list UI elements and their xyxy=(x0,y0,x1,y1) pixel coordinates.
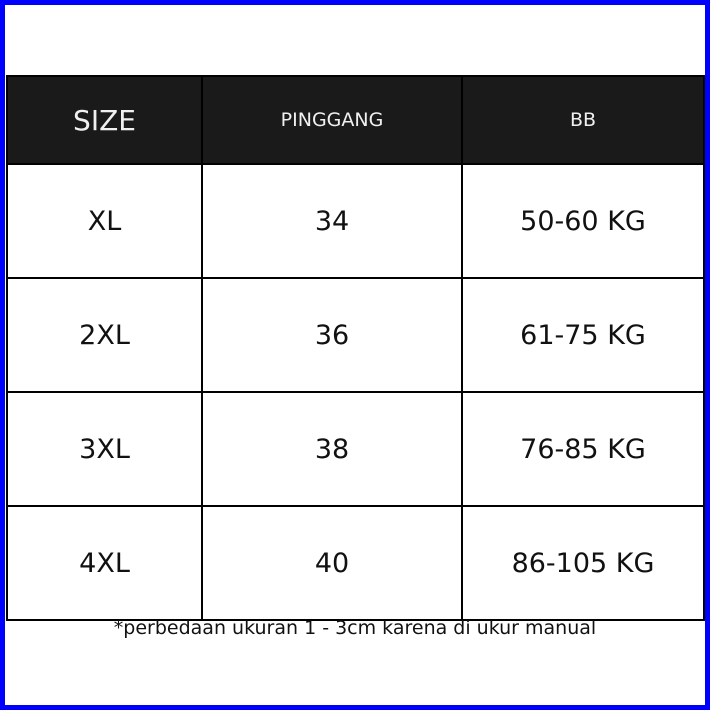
cell-size: 4XL xyxy=(6,505,203,621)
table-row: 2XL 36 61-75 KG xyxy=(6,277,705,393)
cell-pinggang: 38 xyxy=(201,391,463,507)
header-bb: BB xyxy=(461,75,705,165)
cell-bb: 61-75 KG xyxy=(461,277,705,393)
table-row: 3XL 38 76-85 KG xyxy=(6,391,705,507)
cell-bb: 50-60 KG xyxy=(461,163,705,279)
cell-bb: 76-85 KG xyxy=(461,391,705,507)
table-row: XL 34 50-60 KG xyxy=(6,163,705,279)
cell-size: 2XL xyxy=(6,277,203,393)
header-row: SIZE PINGGANG BB xyxy=(6,75,705,165)
header-pinggang: PINGGANG xyxy=(201,75,463,165)
cell-pinggang: 36 xyxy=(201,277,463,393)
footnote: *perbedaan ukuran 1 - 3cm karena di ukur… xyxy=(113,617,597,639)
cell-pinggang: 40 xyxy=(201,505,463,621)
cell-bb: 86-105 KG xyxy=(461,505,705,621)
size-chart-table: SIZE PINGGANG BB XL 34 50-60 KG 2XL 36 61-75… xyxy=(6,75,705,621)
cell-size: 3XL xyxy=(6,391,203,507)
cell-pinggang: 34 xyxy=(201,163,463,279)
header-size: SIZE xyxy=(6,75,203,165)
cell-size: XL xyxy=(6,163,203,279)
table-row: 4XL 40 86-105 KG xyxy=(6,505,705,621)
